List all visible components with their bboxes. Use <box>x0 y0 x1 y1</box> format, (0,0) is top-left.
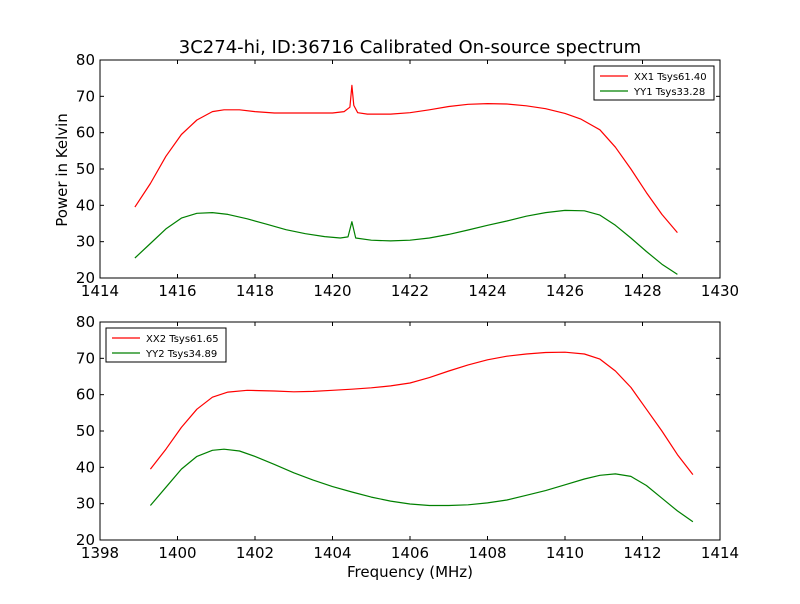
legend: XX2 Tsys61.65 YY2 Tsys34.89 <box>105 327 227 363</box>
y-tick-label: 20 <box>76 269 95 287</box>
chart-title: 3C274-hi, ID:36716 Calibrated On-source … <box>179 37 641 58</box>
x-tick-label: 1422 <box>391 282 429 300</box>
y-tick-label: 30 <box>76 233 95 251</box>
x-tick-label: 1428 <box>623 282 661 300</box>
y-tick-label: 50 <box>76 160 95 178</box>
x-tick-label: 1418 <box>236 282 274 300</box>
x-tick-label: 1414 <box>81 282 119 300</box>
x-tick-label: 1416 <box>158 282 196 300</box>
x-tick-label: 1400 <box>158 544 196 562</box>
y-tick-label: 50 <box>76 422 95 440</box>
x-tick-label: 1414 <box>701 544 739 562</box>
y-tick-label: 80 <box>76 51 95 69</box>
series-line-2-2 <box>149 448 694 523</box>
x-tick-label: 1424 <box>468 282 506 300</box>
y-tick-label: 40 <box>76 458 95 476</box>
y-tick-label: 60 <box>76 386 95 404</box>
x-tick-label: 1406 <box>391 544 429 562</box>
x-tick-label: 1430 <box>701 282 739 300</box>
y-tick-label: 60 <box>76 124 95 142</box>
legend: XX1 Tsys61.40 YY1 Tsys33.28 <box>593 65 715 101</box>
y-tick-label: 70 <box>76 349 95 367</box>
y-tick-label: 80 <box>76 313 95 331</box>
legend-label: YY2 Tsys34.89 <box>145 349 217 360</box>
legend-label: YY1 Tsys33.28 <box>633 87 705 98</box>
x-tick-label: 1426 <box>546 282 584 300</box>
legend-label: XX2 Tsys61.65 <box>146 334 219 345</box>
x-tick-label: 1412 <box>623 544 661 562</box>
bottom-panel: 1398 1400 1402 1404 1406 1408 1410 1412 1414 20 30… <box>76 313 739 562</box>
x-tick-label: 1410 <box>546 544 584 562</box>
y-tick-label: 40 <box>76 196 95 214</box>
legend-box <box>593 65 715 101</box>
y-tick-label: 70 <box>76 87 95 105</box>
legend-label: XX1 Tsys61.40 <box>634 72 707 83</box>
series-line-2-1 <box>149 351 694 475</box>
y-tick-label: 30 <box>76 495 95 513</box>
x-tick-label: 1408 <box>468 544 506 562</box>
y-tick-label: 20 <box>76 531 95 549</box>
top-panel: 1414 1416 1418 1420 1422 1424 1426 1428 1430 20 30… <box>76 51 739 300</box>
y-axis-label-top: Power in Kelvin <box>53 113 71 227</box>
x-tick-label: 1398 <box>81 544 119 562</box>
x-tick-label: 1402 <box>236 544 274 562</box>
x-axis-label-bottom: Frequency (MHz) <box>347 563 473 581</box>
series-line-1-2 <box>134 209 678 275</box>
x-tick-label: 1404 <box>313 544 351 562</box>
series-line-1-1 <box>134 84 678 233</box>
legend-box <box>105 327 227 363</box>
x-tick-label: 1420 <box>313 282 351 300</box>
